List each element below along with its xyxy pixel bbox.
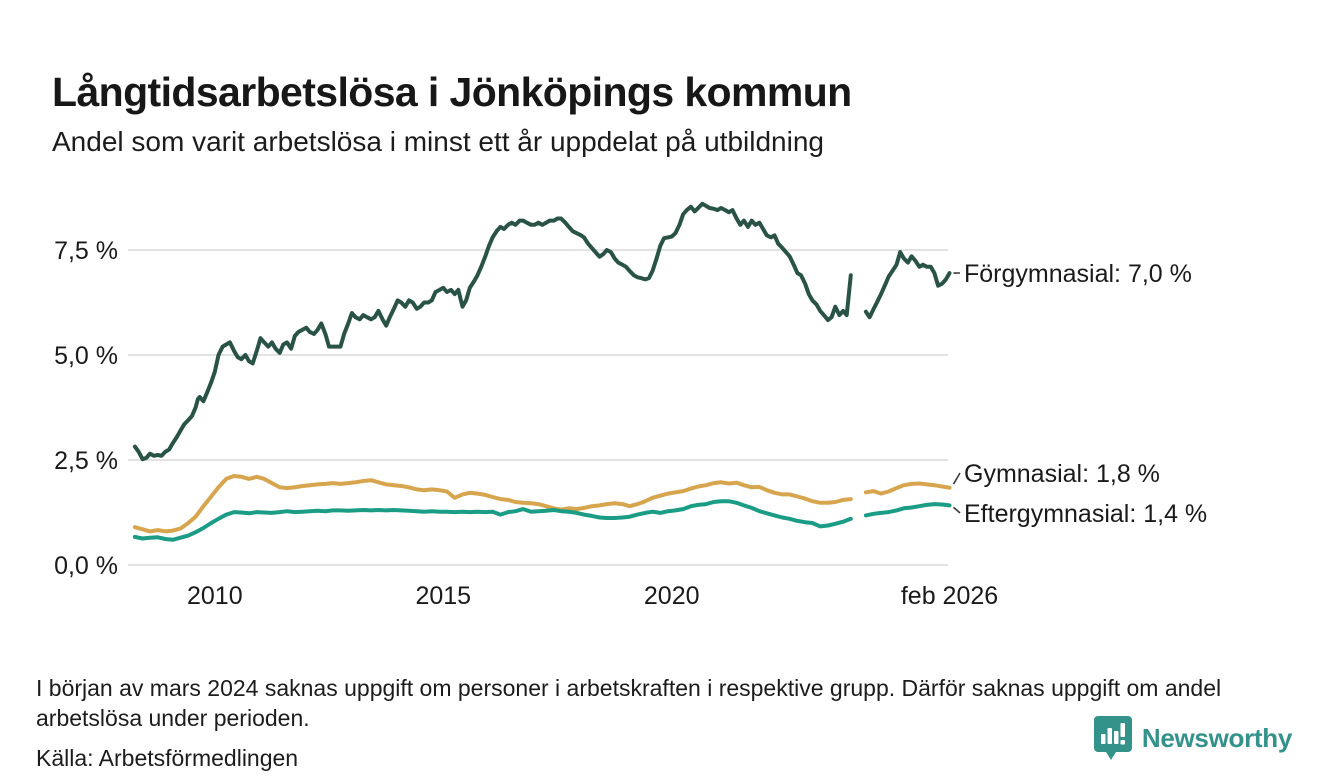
x-tick-label: 2010 xyxy=(187,582,243,610)
series-line-förgymnasial xyxy=(132,201,952,462)
x-tick-label: 2020 xyxy=(644,582,700,610)
label-connector xyxy=(952,506,961,514)
bar-chart-pin-icon xyxy=(1093,715,1132,760)
page-subtitle: Andel som varit arbetslösa i minst ett å… xyxy=(52,126,824,157)
series-end-label: Eftergymnasial: 1,4 % xyxy=(964,500,1207,528)
y-tick-label: 5,0 % xyxy=(54,342,118,370)
x-tick-label: feb 2026 xyxy=(901,582,998,610)
label-connector xyxy=(952,472,961,485)
line-chart: 0,0 % 2,5 % 5,0 % 7,5 % 2010 2015 2020 feb 2026… xyxy=(0,170,1340,620)
y-tick-label: 0,0 % xyxy=(54,552,118,580)
y-tick-label: 2,5 % xyxy=(54,447,118,475)
x-tick-label: 2015 xyxy=(415,582,471,610)
page-title: Långtidsarbetslösa i Jönköpings kommun xyxy=(52,69,852,116)
chart-footnote: I början av mars 2024 saknas uppgift om … xyxy=(36,675,1222,731)
series-line-eftergymnasial xyxy=(132,499,952,542)
source-text: Källa: Arbetsförmedlingen xyxy=(36,745,299,771)
series-line-gymnasial xyxy=(132,474,952,534)
brand-name: Newsworthy xyxy=(1141,722,1292,753)
series-end-label: Gymnasial: 1,8 % xyxy=(964,460,1160,488)
newsworthy-logo[interactable]: Newsworthy xyxy=(1093,714,1292,762)
y-tick-label: 7,5 % xyxy=(54,237,118,265)
series-end-label: Förgymnasial: 7,0 % xyxy=(964,260,1192,288)
unemployment-line-chart-svg: 0,0 % 2,5 % 5,0 % 7,5 % 2010 2015 2020 feb 2026… xyxy=(54,201,1207,610)
